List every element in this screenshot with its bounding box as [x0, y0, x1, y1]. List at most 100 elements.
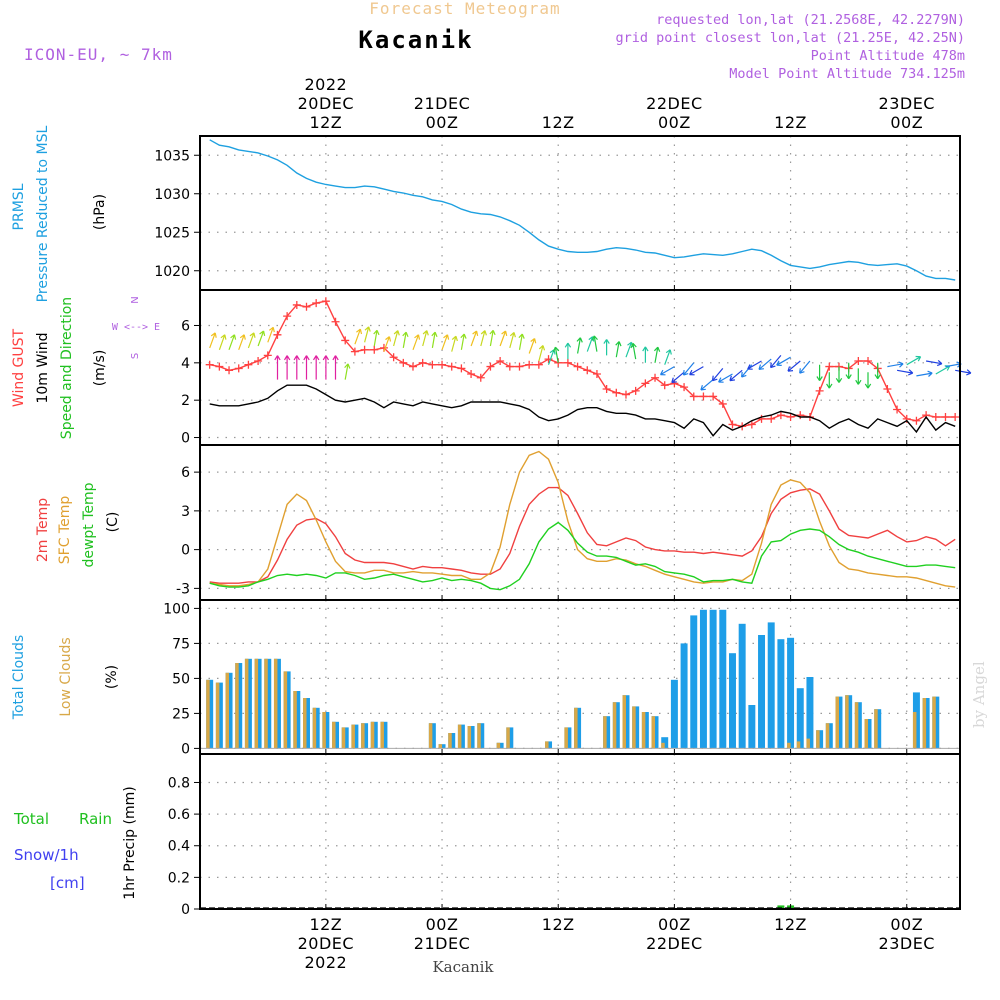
- panel-frames: [194, 135, 961, 910]
- wind-direction-arrow: [247, 332, 256, 349]
- wind-direction-arrow: [682, 362, 695, 376]
- total-cloud-bar: [690, 615, 698, 749]
- y-tick-label: 0.8: [168, 775, 190, 791]
- bottom-time-label: 23DEC: [879, 934, 935, 953]
- total-clouds-label: Total Clouds: [11, 635, 27, 720]
- low-cloud-bar: [825, 723, 830, 749]
- wind-direction-arrow: [564, 342, 572, 360]
- wind-direction-label: Speed and Direction: [59, 297, 75, 439]
- 2m-temp-line: [209, 486, 956, 584]
- precipitation-panel-frame: [199, 753, 961, 910]
- dewpoint-label: dewpt Temp: [81, 482, 97, 567]
- wind-direction-arrow: [787, 360, 801, 372]
- wind-direction-arrow: [460, 333, 467, 350]
- gust-marker: [776, 411, 785, 420]
- wind-direction-arrow: [925, 359, 943, 367]
- y-tick-label: 0: [181, 902, 190, 918]
- rain-bar: [777, 905, 785, 909]
- gust-marker: [389, 353, 398, 362]
- total-cloud-bar: [748, 705, 756, 749]
- wind-direction-arrow: [887, 361, 904, 368]
- compass-n-label: N: [130, 296, 141, 303]
- wind-direction-arrow: [332, 355, 339, 380]
- low-cloud-bar: [603, 716, 607, 749]
- low-cloud-bar: [845, 695, 849, 749]
- pressure-labels: PRMSL Pressure Reduced to MSL (hPa): [11, 125, 108, 302]
- gust-marker: [757, 414, 766, 423]
- gust-marker: [941, 412, 950, 421]
- gust-marker: [931, 412, 940, 421]
- total-cloud-bar: [758, 635, 766, 749]
- gust-marker: [573, 362, 582, 371]
- wind-direction-arrow: [874, 362, 881, 380]
- snow-label: Snow/1h: [14, 846, 79, 864]
- bottom-time-label: 12Z: [774, 915, 807, 934]
- low-cloud-bar: [380, 721, 384, 749]
- axis-labels: 1020 1025 1030 1035 0 2 4 6 -3 0 3 6 0 25 50 75 100 0 0.2 0…: [154, 75, 935, 972]
- wind10m-label: 10m Wind: [35, 332, 51, 403]
- wind-direction-arrow: [283, 355, 291, 380]
- gust-marker: [825, 362, 834, 371]
- y-tick-label: 2: [181, 393, 190, 409]
- temp2m-label: 2m Temp: [35, 498, 51, 562]
- wind-direction-arrow: [659, 366, 675, 376]
- gust-marker: [515, 362, 524, 371]
- low-cloud-bar: [206, 679, 210, 749]
- wind-direction-arrow: [747, 360, 762, 370]
- low-cloud-bar: [467, 726, 472, 749]
- gust-marker: [331, 317, 340, 326]
- wind-direction-arrow: [835, 366, 843, 383]
- gust-marker: [467, 370, 476, 379]
- wind-unit-label: (m/s): [92, 350, 108, 387]
- precip-total-label: Total: [13, 810, 49, 828]
- total-cloud-bar: [806, 677, 814, 749]
- wind-direction-arrow: [896, 369, 914, 376]
- wind-direction-arrow: [480, 330, 487, 347]
- low-cloud-bar: [641, 712, 646, 749]
- gust-marker: [312, 299, 321, 308]
- precip-labels: Total Rain Snow/1h [cm] 1hr Precip (mm): [13, 786, 138, 899]
- low-cloud-bar: [361, 723, 365, 749]
- low-cloud-bar: [922, 698, 927, 749]
- y-tick-label: 6: [181, 465, 190, 481]
- bottom-time-label: 00Z: [426, 915, 459, 934]
- gust-marker: [602, 384, 611, 393]
- info-point-altitude: Point Altitude 478m: [811, 48, 965, 64]
- bottom-time-label: 21DEC: [414, 934, 470, 953]
- wind-direction-arrow: [499, 330, 508, 347]
- wind-direction-arrow: [916, 370, 933, 377]
- gust-marker: [631, 386, 640, 395]
- gust-marker: [641, 379, 650, 388]
- total-cloud-bar: [767, 622, 775, 749]
- low-cloud-bar: [564, 727, 568, 749]
- gust-marker: [292, 300, 301, 309]
- low-cloud-bar: [332, 721, 336, 749]
- gust-marker: [525, 360, 534, 369]
- gust-marker: [796, 411, 805, 420]
- gust-marker: [864, 356, 873, 365]
- gust-marker: [854, 356, 863, 365]
- y-tick-label: 0: [181, 431, 190, 447]
- gust-marker: [360, 345, 369, 354]
- wind-direction-arrow: [218, 334, 227, 351]
- gust-marker: [718, 399, 727, 408]
- top-time-label: 12Z: [774, 113, 807, 132]
- wind-direction-arrow: [547, 349, 556, 365]
- total-cloud-bar: [796, 688, 804, 749]
- low-cloud-bar: [545, 741, 549, 749]
- bottom-time-label: 2022: [305, 953, 348, 972]
- gust-marker: [215, 362, 224, 371]
- gust-marker: [244, 360, 253, 369]
- gust-marker: [205, 360, 214, 369]
- gust-marker: [612, 388, 621, 397]
- model-label: ICON-EU, ~ 7km: [24, 45, 173, 64]
- precip-unit-label: 1hr Precip (mm): [122, 786, 138, 899]
- wind-direction-arrow: [509, 331, 516, 349]
- temperature-labels: 2m Temp SFC Temp dewpt Temp (C): [35, 482, 121, 567]
- wind-direction-arrow: [758, 358, 772, 370]
- wind-direction-arrow: [711, 368, 724, 382]
- gust-marker: [912, 416, 921, 425]
- wind-direction-arrow: [402, 331, 409, 349]
- low-cloud-bar: [322, 712, 326, 749]
